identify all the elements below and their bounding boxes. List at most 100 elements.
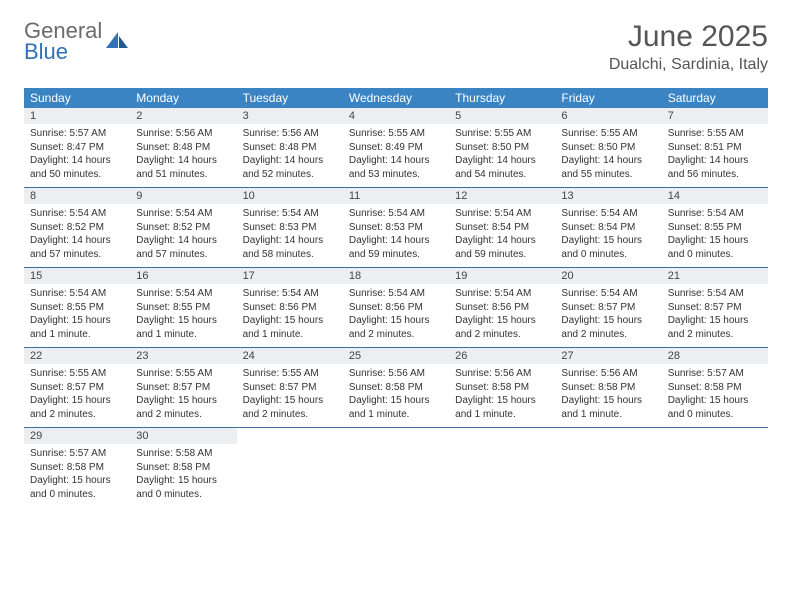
detail-line: Sunrise: 5:54 AM — [349, 207, 443, 221]
detail-line: Daylight: 14 hours — [30, 234, 124, 248]
detail-line: and 53 minutes. — [349, 168, 443, 182]
day-details: Sunrise: 5:54 AMSunset: 8:55 PMDaylight:… — [130, 284, 236, 341]
detail-line: and 59 minutes. — [455, 248, 549, 262]
day-header: Wednesday — [343, 88, 449, 108]
week-row: 15Sunrise: 5:54 AMSunset: 8:55 PMDayligh… — [24, 268, 768, 348]
detail-line: and 2 minutes. — [349, 328, 443, 342]
detail-line: Daylight: 15 hours — [668, 394, 762, 408]
detail-line: Sunrise: 5:54 AM — [30, 287, 124, 301]
day-details: Sunrise: 5:54 AMSunset: 8:55 PMDaylight:… — [662, 204, 768, 261]
day-cell — [555, 428, 661, 507]
detail-line: Sunrise: 5:54 AM — [349, 287, 443, 301]
day-number: 22 — [24, 348, 130, 364]
detail-line: Sunset: 8:50 PM — [455, 141, 549, 155]
day-details: Sunrise: 5:55 AMSunset: 8:57 PMDaylight:… — [237, 364, 343, 421]
day-cell: 29Sunrise: 5:57 AMSunset: 8:58 PMDayligh… — [24, 428, 130, 507]
detail-line: Sunrise: 5:57 AM — [668, 367, 762, 381]
day-cell: 28Sunrise: 5:57 AMSunset: 8:58 PMDayligh… — [662, 348, 768, 427]
detail-line: and 55 minutes. — [561, 168, 655, 182]
day-header: Thursday — [449, 88, 555, 108]
detail-line: Sunset: 8:48 PM — [243, 141, 337, 155]
detail-line: Sunrise: 5:54 AM — [243, 207, 337, 221]
detail-line: Daylight: 15 hours — [136, 394, 230, 408]
detail-line: Sunset: 8:53 PM — [349, 221, 443, 235]
detail-line: and 57 minutes. — [136, 248, 230, 262]
day-cell: 1Sunrise: 5:57 AMSunset: 8:47 PMDaylight… — [24, 108, 130, 187]
detail-line: Daylight: 15 hours — [349, 314, 443, 328]
detail-line: Sunrise: 5:56 AM — [561, 367, 655, 381]
day-details: Sunrise: 5:54 AMSunset: 8:55 PMDaylight:… — [24, 284, 130, 341]
day-details: Sunrise: 5:57 AMSunset: 8:58 PMDaylight:… — [662, 364, 768, 421]
day-cell: 19Sunrise: 5:54 AMSunset: 8:56 PMDayligh… — [449, 268, 555, 347]
detail-line: Sunrise: 5:54 AM — [136, 207, 230, 221]
detail-line: Sunrise: 5:55 AM — [561, 127, 655, 141]
detail-line: Daylight: 14 hours — [349, 234, 443, 248]
brand-logo: General Blue — [24, 20, 130, 63]
detail-line: Sunrise: 5:58 AM — [136, 447, 230, 461]
detail-line: Daylight: 15 hours — [30, 314, 124, 328]
detail-line: and 1 minute. — [243, 328, 337, 342]
day-header-row: Sunday Monday Tuesday Wednesday Thursday… — [24, 88, 768, 108]
detail-line: Daylight: 15 hours — [561, 394, 655, 408]
day-cell: 14Sunrise: 5:54 AMSunset: 8:55 PMDayligh… — [662, 188, 768, 267]
day-cell: 6Sunrise: 5:55 AMSunset: 8:50 PMDaylight… — [555, 108, 661, 187]
detail-line: and 59 minutes. — [349, 248, 443, 262]
detail-line: Sunrise: 5:56 AM — [349, 367, 443, 381]
detail-line: Sunset: 8:55 PM — [668, 221, 762, 235]
day-cell: 12Sunrise: 5:54 AMSunset: 8:54 PMDayligh… — [449, 188, 555, 267]
detail-line: and 50 minutes. — [30, 168, 124, 182]
detail-line: Sunset: 8:57 PM — [668, 301, 762, 315]
detail-line: and 0 minutes. — [668, 408, 762, 422]
detail-line: and 56 minutes. — [668, 168, 762, 182]
detail-line: Daylight: 15 hours — [668, 234, 762, 248]
day-cell — [237, 428, 343, 507]
day-number: 30 — [130, 428, 236, 444]
detail-line: Sunset: 8:58 PM — [136, 461, 230, 475]
detail-line: Sunrise: 5:55 AM — [30, 367, 124, 381]
day-details: Sunrise: 5:54 AMSunset: 8:54 PMDaylight:… — [449, 204, 555, 261]
day-cell: 8Sunrise: 5:54 AMSunset: 8:52 PMDaylight… — [24, 188, 130, 267]
day-number: 25 — [343, 348, 449, 364]
detail-line: Sunrise: 5:55 AM — [668, 127, 762, 141]
day-details: Sunrise: 5:54 AMSunset: 8:53 PMDaylight:… — [343, 204, 449, 261]
day-cell: 17Sunrise: 5:54 AMSunset: 8:56 PMDayligh… — [237, 268, 343, 347]
detail-line: Sunset: 8:58 PM — [561, 381, 655, 395]
day-details: Sunrise: 5:54 AMSunset: 8:56 PMDaylight:… — [237, 284, 343, 341]
detail-line: and 2 minutes. — [30, 408, 124, 422]
day-details: Sunrise: 5:54 AMSunset: 8:52 PMDaylight:… — [24, 204, 130, 261]
detail-line: Sunrise: 5:54 AM — [455, 207, 549, 221]
detail-line: Daylight: 15 hours — [243, 314, 337, 328]
detail-line: and 1 minute. — [561, 408, 655, 422]
day-number: 16 — [130, 268, 236, 284]
detail-line: Daylight: 14 hours — [455, 154, 549, 168]
detail-line: and 1 minute. — [30, 328, 124, 342]
day-cell: 24Sunrise: 5:55 AMSunset: 8:57 PMDayligh… — [237, 348, 343, 427]
detail-line: Sunset: 8:56 PM — [349, 301, 443, 315]
detail-line: and 0 minutes. — [561, 248, 655, 262]
day-details: Sunrise: 5:54 AMSunset: 8:56 PMDaylight:… — [343, 284, 449, 341]
day-number: 13 — [555, 188, 661, 204]
day-number: 29 — [24, 428, 130, 444]
detail-line: Sunrise: 5:57 AM — [30, 447, 124, 461]
detail-line: and 0 minutes. — [136, 488, 230, 502]
day-cell: 20Sunrise: 5:54 AMSunset: 8:57 PMDayligh… — [555, 268, 661, 347]
detail-line: and 51 minutes. — [136, 168, 230, 182]
detail-line: and 52 minutes. — [243, 168, 337, 182]
detail-line: Sunrise: 5:56 AM — [243, 127, 337, 141]
detail-line: Sunset: 8:49 PM — [349, 141, 443, 155]
detail-line: Daylight: 15 hours — [136, 474, 230, 488]
day-details: Sunrise: 5:58 AMSunset: 8:58 PMDaylight:… — [130, 444, 236, 501]
detail-line: Daylight: 15 hours — [243, 394, 337, 408]
detail-line: and 58 minutes. — [243, 248, 337, 262]
detail-line: Daylight: 14 hours — [668, 154, 762, 168]
day-number: 1 — [24, 108, 130, 124]
day-number: 15 — [24, 268, 130, 284]
detail-line: and 0 minutes. — [30, 488, 124, 502]
day-cell: 9Sunrise: 5:54 AMSunset: 8:52 PMDaylight… — [130, 188, 236, 267]
week-row: 22Sunrise: 5:55 AMSunset: 8:57 PMDayligh… — [24, 348, 768, 428]
day-number: 4 — [343, 108, 449, 124]
day-number: 21 — [662, 268, 768, 284]
day-number: 18 — [343, 268, 449, 284]
day-number: 5 — [449, 108, 555, 124]
detail-line: Sunset: 8:57 PM — [30, 381, 124, 395]
